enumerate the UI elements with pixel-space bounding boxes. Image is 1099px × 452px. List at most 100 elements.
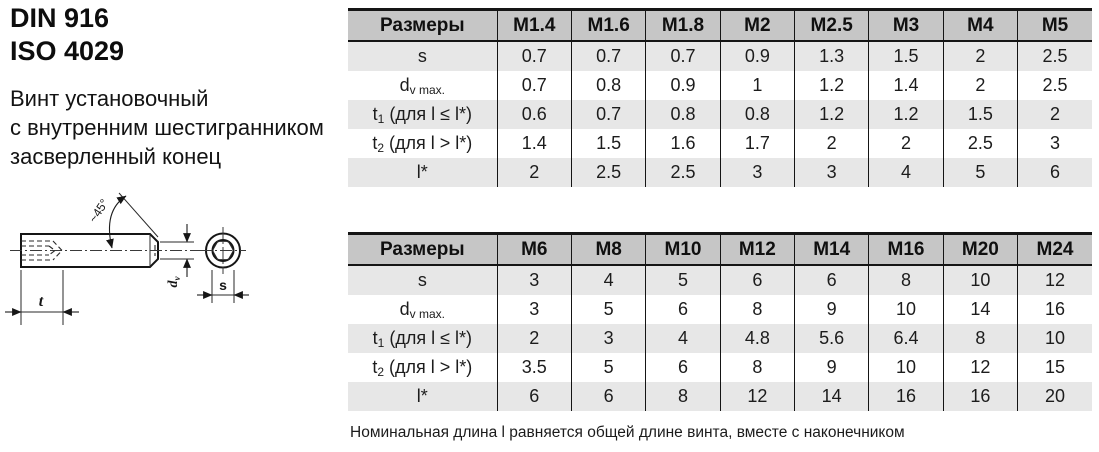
row-label: dv max. <box>348 71 497 100</box>
value-cell: 0.7 <box>645 41 721 71</box>
row-label-text: s <box>417 46 427 66</box>
value-cell: 1 <box>719 71 795 100</box>
value-cell: 9 <box>793 295 869 324</box>
row-label: s <box>348 265 497 295</box>
row-label: l* <box>348 158 497 187</box>
column-header: M5 <box>1017 9 1092 42</box>
table-row: t2 (для l > l*) 1.4 1.5 1.6 1.7 2 2 2.5 3 <box>348 129 1092 158</box>
column-header: M12 <box>719 233 795 266</box>
column-header: M20 <box>942 233 1018 266</box>
row-label-text: t <box>372 327 378 348</box>
value-cell: 2 <box>496 158 572 187</box>
value-cell: 6 <box>719 265 795 295</box>
value-cell: 5 <box>570 295 646 324</box>
description-line: засверленный конец <box>10 144 222 169</box>
value-cell: 1.3 <box>793 41 869 71</box>
row-label-text: t <box>372 356 378 377</box>
value-cell: 6 <box>570 382 646 411</box>
value-cell: 2 <box>496 324 572 353</box>
row-label-text: (для l ≤ l*) <box>384 327 472 348</box>
value-cell: 2 <box>793 129 869 158</box>
value-cell: 0.6 <box>496 100 572 129</box>
value-cell: 2 <box>868 129 944 158</box>
value-cell: 3.5 <box>496 353 572 382</box>
standard-iso: ISO 4029 <box>10 36 125 66</box>
table-row: t1 (для l ≤ l*) 0.6 0.7 0.8 0.8 1.2 1.2 1.5 2 <box>348 100 1092 129</box>
table-row: s 3 4 5 6 6 8 10 12 <box>348 265 1092 295</box>
table-corner-label: Размеры <box>348 9 498 42</box>
row-label-text: d <box>399 298 410 319</box>
value-cell: 0.9 <box>645 71 721 100</box>
value-cell: 20 <box>1017 382 1092 411</box>
column-header: M1.8 <box>645 9 721 42</box>
column-header: M16 <box>868 233 944 266</box>
value-cell: 0.7 <box>496 71 572 100</box>
angle-label: ~45° <box>86 196 112 225</box>
value-cell: 6 <box>645 353 721 382</box>
description-line: Винт установочный <box>10 86 209 111</box>
value-cell: 6 <box>645 295 721 324</box>
value-cell: 16 <box>868 382 944 411</box>
row-label-text: (для l > l*) <box>384 356 473 377</box>
value-cell: 4 <box>645 324 721 353</box>
table-row: dv max. 0.7 0.8 0.9 1 1.2 1.4 2 2.5 <box>348 71 1092 100</box>
table-row: l* 2 2.5 2.5 3 3 4 5 6 <box>348 158 1092 187</box>
value-cell: 3 <box>570 324 646 353</box>
value-cell: 12 <box>942 353 1018 382</box>
s-dimension-label: s <box>219 277 227 293</box>
value-cell: 3 <box>719 158 795 187</box>
column-header: M6 <box>496 233 572 266</box>
row-label: s <box>348 41 497 71</box>
value-cell: 12 <box>719 382 795 411</box>
value-cell: 1.5 <box>942 100 1018 129</box>
value-cell: 12 <box>1017 265 1092 295</box>
value-cell: 14 <box>793 382 869 411</box>
value-cell: 4.8 <box>719 324 795 353</box>
value-cell: 3 <box>496 265 572 295</box>
row-label-text: (для l ≤ l*) <box>384 103 472 124</box>
row-label-subscript: v max. <box>409 306 445 321</box>
column-header: M4 <box>942 9 1018 42</box>
table-corner-label: Размеры <box>348 233 498 266</box>
value-cell: 10 <box>868 295 944 324</box>
value-cell: 10 <box>1017 324 1092 353</box>
row-label: t1 (для l ≤ l*) <box>348 100 497 129</box>
value-cell: 1.5 <box>868 41 944 71</box>
value-cell: 1.2 <box>793 71 869 100</box>
column-header: M2 <box>719 9 795 42</box>
set-screw-technical-drawing: ~45° t dv s <box>5 192 249 325</box>
row-label: t2 (для l > l*) <box>348 129 497 158</box>
value-cell: 8 <box>942 324 1018 353</box>
value-cell: 0.8 <box>570 71 646 100</box>
value-cell: 9 <box>793 353 869 382</box>
value-cell: 2 <box>1017 100 1092 129</box>
value-cell: 3 <box>793 158 869 187</box>
value-cell: 10 <box>942 265 1018 295</box>
value-cell: 1.7 <box>719 129 795 158</box>
table-header-row: Размеры M6 M8 M10 M12 M14 M16 M20 M24 <box>348 233 1092 266</box>
row-label-text: t <box>372 132 378 153</box>
value-cell: 0.8 <box>645 100 721 129</box>
row-label: dv max. <box>348 295 497 324</box>
row-label-text: l* <box>416 386 428 406</box>
standard-din: DIN 916 <box>10 3 110 33</box>
value-cell: 6.4 <box>868 324 944 353</box>
value-cell: 5.6 <box>793 324 869 353</box>
row-label-subscript: 2 <box>377 364 385 379</box>
value-cell: 3 <box>1017 129 1092 158</box>
column-header: M1.6 <box>570 9 646 42</box>
value-cell: 2.5 <box>570 158 646 187</box>
value-cell: 1.6 <box>645 129 721 158</box>
row-label-subscript: 1 <box>377 111 385 126</box>
column-header: M24 <box>1017 233 1092 266</box>
value-cell: 2.5 <box>1017 71 1092 100</box>
value-cell: 0.7 <box>496 41 572 71</box>
t-dimension-label: t <box>39 293 44 310</box>
value-cell: 8 <box>719 295 795 324</box>
table-row: t2 (для l > l*) 3.5 5 6 8 9 10 12 15 <box>348 353 1092 382</box>
column-header: M2.5 <box>793 9 869 42</box>
table-row: t1 (для l ≤ l*) 2 3 4 4.8 5.6 6.4 8 10 <box>348 324 1092 353</box>
value-cell: 6 <box>1017 158 1092 187</box>
row-label-subscript: v max. <box>409 82 445 97</box>
value-cell: 0.9 <box>719 41 795 71</box>
